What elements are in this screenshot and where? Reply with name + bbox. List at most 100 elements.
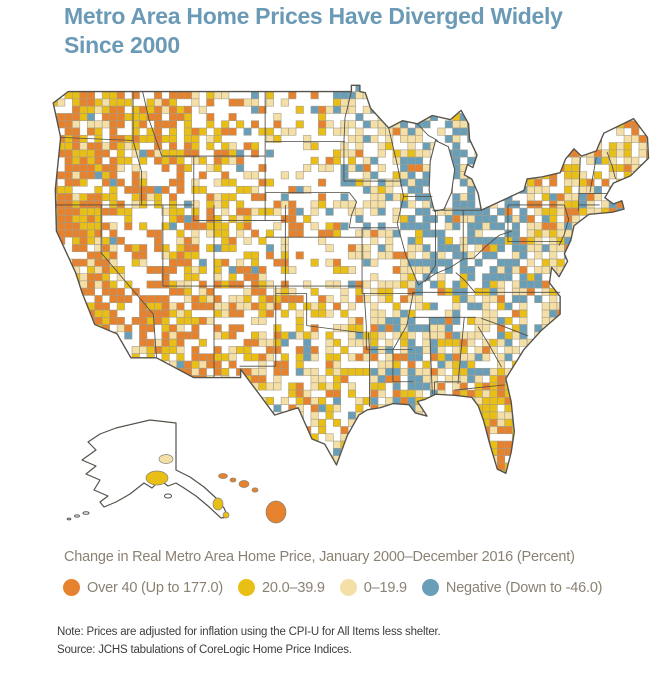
county-cell <box>250 120 260 129</box>
county-cell <box>504 338 513 347</box>
county-cell <box>213 331 222 340</box>
county-cell <box>64 142 73 151</box>
county-cell <box>168 309 178 318</box>
county-cell <box>206 164 215 172</box>
county-cell <box>332 229 342 238</box>
county-cell <box>236 207 245 216</box>
county-cell <box>265 455 274 464</box>
county-cell <box>631 236 640 245</box>
county-cell <box>131 367 140 376</box>
county-cell <box>474 229 483 238</box>
county-cell <box>474 353 483 362</box>
county-cell <box>385 251 394 260</box>
county-cell <box>258 433 267 442</box>
county-cell <box>221 127 230 136</box>
county-cell <box>370 258 379 267</box>
county-cell <box>534 98 543 107</box>
county-cell <box>183 105 192 114</box>
county-cell <box>623 164 632 172</box>
county-cell <box>519 244 528 253</box>
county-cell <box>497 397 506 405</box>
county-cell <box>221 448 230 456</box>
county-cell <box>415 295 424 304</box>
county-cell <box>273 207 282 216</box>
county-cell <box>273 455 282 464</box>
county-cell <box>556 134 565 143</box>
county-cell <box>243 302 252 311</box>
county-cell <box>146 302 155 311</box>
county-cell <box>377 389 386 398</box>
county-cell <box>608 338 617 347</box>
county-cell <box>154 309 163 318</box>
county-cell <box>72 113 81 122</box>
county-cell <box>377 411 386 420</box>
county-cell <box>601 207 610 216</box>
county-cell <box>183 215 192 223</box>
county-cell <box>310 287 319 296</box>
county-cell <box>355 113 364 122</box>
county-cell <box>608 302 617 311</box>
county-cell <box>94 360 103 369</box>
county-cell <box>407 171 416 180</box>
county-cell <box>183 360 192 369</box>
county-cell <box>422 229 431 238</box>
county-cell <box>541 360 550 369</box>
county-cell <box>206 360 215 369</box>
county-cell <box>228 302 237 311</box>
county-cell <box>526 134 535 143</box>
county-cell <box>459 295 468 304</box>
county-cell <box>116 207 125 216</box>
county-cell <box>511 236 520 245</box>
county-cell <box>146 346 155 354</box>
county-cell <box>422 266 431 274</box>
county-cell <box>370 200 379 209</box>
county-cell <box>564 375 573 384</box>
county-cell <box>53 309 58 318</box>
county-cell <box>459 98 468 107</box>
county-cell <box>459 462 468 471</box>
county-cell <box>586 258 595 267</box>
county-cell <box>549 142 558 151</box>
county-cell <box>459 440 468 449</box>
county-cell <box>168 266 178 274</box>
county-cell <box>72 193 81 202</box>
county-cell <box>57 185 66 194</box>
county-cell <box>564 193 573 202</box>
county-cell <box>593 309 602 318</box>
county-cell <box>183 273 192 282</box>
county-cell <box>340 375 349 384</box>
county-cell <box>444 309 453 318</box>
county-cell <box>377 331 386 340</box>
county-cell <box>526 375 535 384</box>
county-cell <box>519 440 528 449</box>
county-cell <box>623 367 632 376</box>
county-cell <box>377 127 386 136</box>
county-cell <box>564 287 573 296</box>
county-cell <box>534 280 543 289</box>
county-cell <box>541 397 550 405</box>
county-cell <box>243 98 252 107</box>
county-cell <box>452 295 461 304</box>
county-cell <box>504 171 513 180</box>
county-cell <box>213 266 222 274</box>
county-cell <box>139 367 148 376</box>
county-cell <box>490 477 497 484</box>
county-cell <box>303 142 312 151</box>
county-cell <box>497 149 506 158</box>
legend-label-over-40: Over 40 (Up to 177.0) <box>87 579 224 596</box>
county-cell <box>347 266 356 274</box>
county-cell <box>258 455 267 464</box>
county-cell <box>579 229 588 238</box>
county-cell <box>593 316 602 325</box>
county-cell <box>176 280 185 289</box>
county-cell <box>407 149 416 158</box>
county-cell <box>94 302 103 311</box>
county-cell <box>497 164 506 172</box>
county-cell <box>459 236 468 245</box>
county-cell <box>534 455 543 464</box>
county-cell <box>236 164 245 172</box>
county-cell <box>250 331 260 340</box>
aleutian-island <box>82 511 90 515</box>
county-cell <box>243 273 252 282</box>
county-cell <box>310 455 319 464</box>
